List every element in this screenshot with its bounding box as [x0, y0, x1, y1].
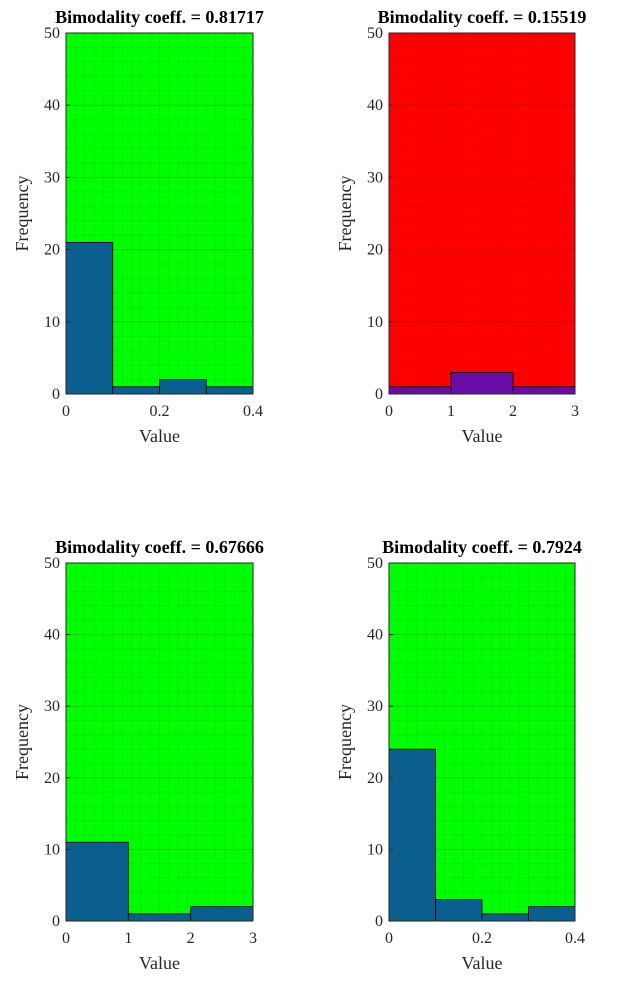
x-tick-label: 0: [62, 930, 70, 947]
x-axis-label: Value: [139, 953, 180, 973]
y-tick-label: 0: [52, 386, 60, 403]
y-tick-label: 30: [44, 698, 60, 715]
y-tick-label: 20: [367, 770, 383, 787]
plot-area: [389, 33, 575, 394]
chart-title: Bimodality coeff. = 0.81717: [55, 7, 264, 27]
y-tick-label: 40: [367, 97, 383, 114]
y-tick-label: 40: [367, 627, 383, 644]
x-tick-label: 0: [62, 403, 70, 420]
histogram-panel: 0 10 20 30 40 50 0 0.2 0.4 Bimodality coeff. = 0.…: [12, 7, 264, 446]
histogram-panel: 0 10 20 30 40 50 0 0.2 0.4 Bimodality coeff. = 0.…: [335, 537, 585, 973]
histogram-bar: [205, 386, 254, 395]
histogram-bar: [190, 906, 254, 922]
x-tick-label: 0: [385, 930, 393, 947]
histogram-bar: [159, 379, 207, 395]
x-axis-label: Value: [462, 953, 503, 973]
histogram-panel: 0 10 20 30 40 50 0 1 2 3 Bimodality coeff. = 0.155…: [335, 7, 586, 446]
y-tick-label: 10: [44, 314, 60, 331]
x-tick-label: 0.2: [472, 930, 492, 947]
x-tick-label: 0.4: [565, 930, 585, 947]
y-tick-label: 10: [367, 314, 383, 331]
histogram-bar: [127, 913, 192, 922]
y-tick-label: 40: [44, 97, 60, 114]
x-tick-label: 2: [509, 403, 517, 420]
axes-box: [65, 562, 254, 922]
y-tick-label: 0: [375, 913, 383, 930]
histogram-bar: [512, 386, 576, 395]
x-tick-label: 1: [447, 403, 455, 420]
chart-title: Bimodality coeff. = 0.7924: [382, 537, 582, 557]
x-tick-label: 0.4: [243, 403, 263, 420]
y-tick-label: 30: [367, 169, 383, 186]
chart-title: Bimodality coeff. = 0.15519: [378, 7, 587, 27]
y-tick-label: 20: [44, 242, 60, 259]
chart-title: Bimodality coeff. = 0.67666: [55, 537, 264, 557]
y-tick-label: 50: [367, 555, 383, 572]
x-tick-label: 2: [187, 930, 195, 947]
axes-box: [388, 32, 576, 395]
histogram-bar: [388, 748, 436, 922]
histogram-bar: [112, 386, 160, 395]
y-tick-label: 0: [375, 386, 383, 403]
histogram-bar: [528, 906, 576, 922]
y-tick-label: 30: [44, 169, 60, 186]
x-axis-label: Value: [139, 426, 180, 446]
x-tick-label: 0: [385, 403, 393, 420]
y-axis-label: Frequency: [335, 176, 355, 252]
histogram-bar: [65, 241, 114, 395]
y-axis-label: Frequency: [12, 704, 32, 780]
y-axis-label: Frequency: [12, 176, 32, 252]
x-axis-label: Value: [462, 426, 503, 446]
y-tick-label: 20: [44, 770, 60, 787]
y-tick-label: 0: [52, 913, 60, 930]
y-axis-label: Frequency: [335, 704, 355, 780]
histogram-bar: [450, 371, 514, 395]
y-tick-label: 10: [44, 841, 60, 858]
histogram-bar: [65, 841, 129, 922]
x-tick-label: 3: [249, 930, 257, 947]
y-tick-label: 30: [367, 698, 383, 715]
x-tick-label: 0.2: [150, 403, 170, 420]
y-tick-label: 10: [367, 841, 383, 858]
grid-lines: [389, 32, 575, 395]
x-tick-label: 1: [124, 930, 132, 947]
x-tick-label: 3: [571, 403, 579, 420]
histogram-bar: [388, 386, 452, 395]
histogram-panel: 0 10 20 30 40 50 0 1 2 3 Bimodality coeff. = 0.676…: [12, 537, 264, 973]
y-tick-label: 40: [44, 627, 60, 644]
histogram-bar: [435, 899, 483, 922]
y-tick-label: 50: [44, 555, 60, 572]
y-tick-label: 50: [44, 25, 60, 42]
y-tick-label: 20: [367, 242, 383, 259]
y-tick-label: 50: [367, 25, 383, 42]
histogram-bar: [481, 913, 529, 922]
